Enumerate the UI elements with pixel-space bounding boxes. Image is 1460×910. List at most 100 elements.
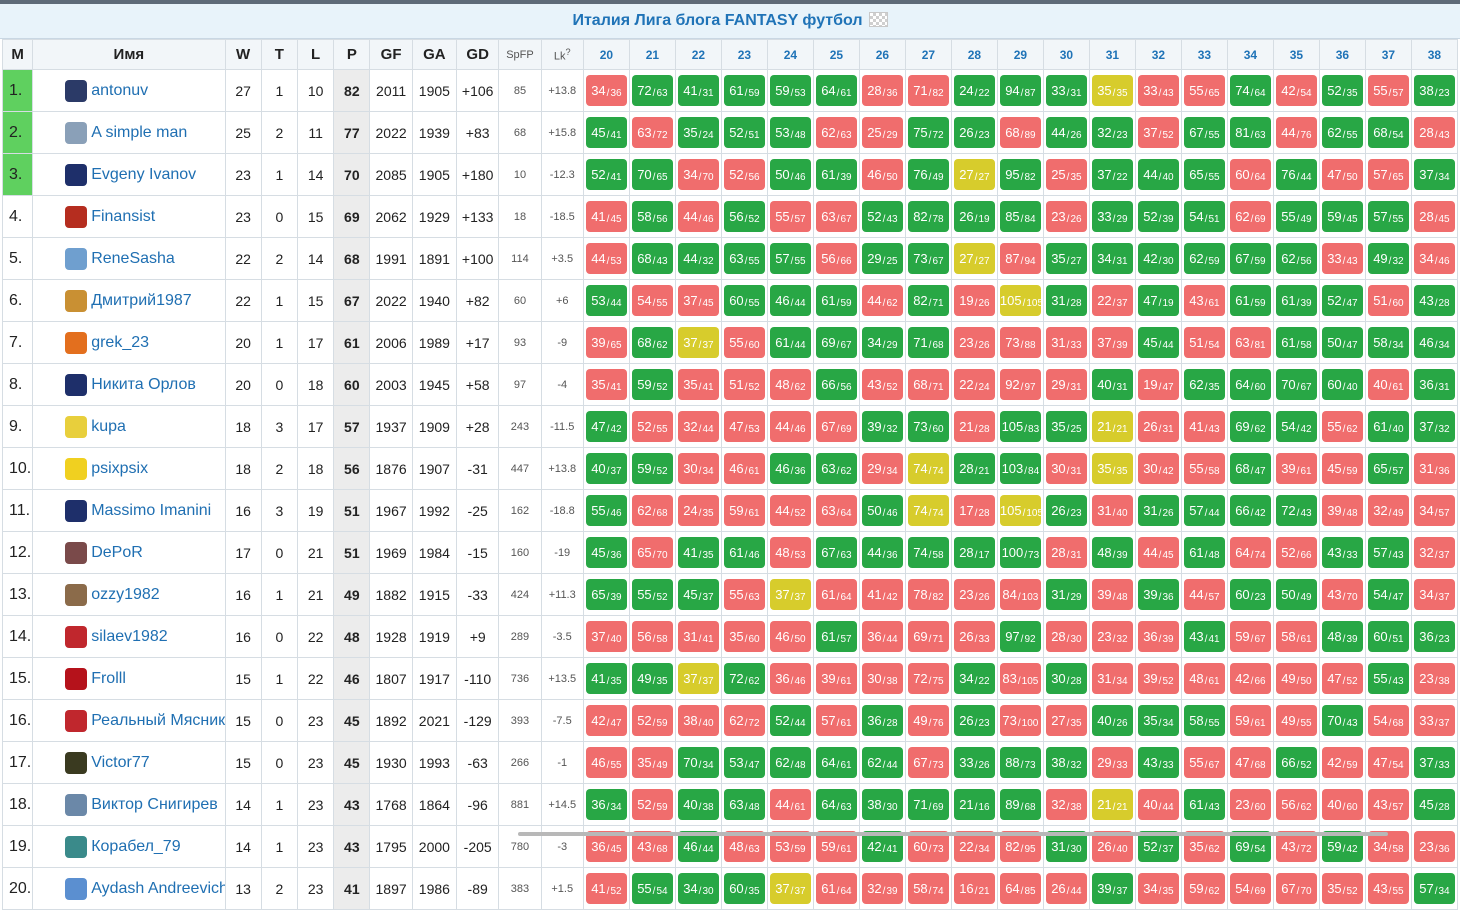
match-result[interactable]: 22/24 — [953, 369, 995, 400]
match-result[interactable]: 34/57 — [1413, 495, 1455, 526]
match-result[interactable]: 21/28 — [953, 411, 995, 442]
match-result[interactable]: 25/35 — [1045, 159, 1087, 190]
match-result[interactable]: 30/34 — [677, 453, 719, 484]
match-result[interactable]: 67/59 — [1229, 243, 1271, 274]
match-result[interactable]: 59/62 — [1183, 873, 1225, 904]
match-result[interactable]: 70/65 — [631, 159, 673, 190]
match-result[interactable]: 67/73 — [907, 747, 949, 778]
match-result[interactable]: 58/56 — [631, 201, 673, 232]
match-result[interactable]: 33/31 — [1045, 75, 1087, 106]
match-result[interactable]: 27/27 — [953, 243, 995, 274]
match-result[interactable]: 34/22 — [953, 663, 995, 694]
match-result[interactable]: 30/38 — [861, 663, 903, 694]
match-result[interactable]: 17/28 — [953, 495, 995, 526]
match-result[interactable]: 42/59 — [1321, 747, 1363, 778]
match-result[interactable]: 40/38 — [677, 789, 719, 820]
match-result[interactable]: 37/45 — [677, 285, 719, 316]
player-name-link[interactable]: antonuv — [91, 81, 149, 99]
match-result[interactable]: 105/83 — [999, 411, 1041, 442]
match-result[interactable]: 67/63 — [815, 537, 857, 568]
match-result[interactable]: 44/32 — [677, 243, 719, 274]
match-result[interactable]: 34/31 — [1091, 243, 1133, 274]
player-name-link[interactable]: ozzy1982 — [91, 585, 160, 603]
player-name-link[interactable]: silaev1982 — [91, 627, 168, 645]
match-result[interactable]: 48/53 — [769, 537, 811, 568]
match-result[interactable]: 69/62 — [1229, 411, 1271, 442]
match-result[interactable]: 59/61 — [1229, 705, 1271, 736]
match-result[interactable]: 39/48 — [1091, 579, 1133, 610]
match-result[interactable]: 36/46 — [769, 663, 811, 694]
player-name-link[interactable]: kupa — [91, 417, 126, 435]
match-result[interactable]: 32/38 — [1045, 789, 1087, 820]
match-result[interactable]: 48/39 — [1321, 621, 1363, 652]
match-result[interactable]: 45/37 — [677, 579, 719, 610]
match-result[interactable]: 76/44 — [1275, 159, 1317, 190]
player-name-link[interactable]: Finansist — [91, 207, 156, 225]
match-result[interactable]: 43/70 — [1321, 579, 1363, 610]
match-result[interactable]: 47/68 — [1229, 747, 1271, 778]
match-result[interactable]: 61/46 — [723, 537, 765, 568]
match-result[interactable]: 61/43 — [1183, 789, 1225, 820]
match-result[interactable]: 59/61 — [723, 495, 765, 526]
match-result[interactable]: 47/52 — [1321, 663, 1363, 694]
match-result[interactable]: 37/37 — [769, 579, 811, 610]
match-result[interactable]: 28/21 — [953, 453, 995, 484]
player-name-link[interactable]: psixpsix — [91, 459, 149, 477]
match-result[interactable]: 52/51 — [723, 117, 765, 148]
match-result[interactable]: 32/23 — [1091, 117, 1133, 148]
player-name-link[interactable]: Корабел_79 — [91, 837, 181, 855]
match-result[interactable]: 61/39 — [815, 159, 857, 190]
match-result[interactable]: 34/46 — [1413, 243, 1455, 274]
match-result[interactable]: 56/66 — [815, 243, 857, 274]
match-result[interactable]: 34/36 — [585, 75, 627, 106]
round-header[interactable]: 26 — [858, 39, 906, 70]
match-result[interactable]: 41/52 — [585, 873, 627, 904]
match-result[interactable]: 28/43 — [1413, 117, 1455, 148]
match-result[interactable]: 21/16 — [953, 789, 995, 820]
match-result[interactable]: 74/74 — [907, 453, 949, 484]
match-result[interactable]: 52/56 — [723, 159, 765, 190]
match-result[interactable]: 39/52 — [1137, 663, 1179, 694]
match-result[interactable]: 61/59 — [815, 285, 857, 316]
match-result[interactable]: 43/28 — [1413, 285, 1455, 316]
match-result[interactable]: 46/55 — [585, 747, 627, 778]
match-result[interactable]: 41/31 — [677, 75, 719, 106]
match-result[interactable]: 75/72 — [907, 117, 949, 148]
match-result[interactable]: 56/52 — [723, 201, 765, 232]
match-result[interactable]: 53/44 — [585, 285, 627, 316]
match-result[interactable]: 37/37 — [769, 873, 811, 904]
match-result[interactable]: 40/61 — [1367, 369, 1409, 400]
match-result[interactable]: 58/34 — [1367, 327, 1409, 358]
match-result[interactable]: 26/31 — [1137, 411, 1179, 442]
match-result[interactable]: 65/70 — [631, 537, 673, 568]
match-result[interactable]: 83/105 — [999, 663, 1041, 694]
match-result[interactable]: 71/69 — [907, 789, 949, 820]
round-header[interactable]: 22 — [674, 39, 722, 70]
match-result[interactable]: 85/84 — [999, 201, 1041, 232]
col-header-p[interactable]: P — [333, 39, 371, 70]
player-name-link[interactable]: Aydash Andreevich — [91, 879, 226, 897]
match-result[interactable]: 60/64 — [1229, 159, 1271, 190]
player-name-link[interactable]: grek_23 — [91, 333, 150, 351]
match-result[interactable]: 36/31 — [1413, 369, 1455, 400]
match-result[interactable]: 39/37 — [1091, 873, 1133, 904]
match-result[interactable]: 26/23 — [1045, 495, 1087, 526]
match-result[interactable]: 70/34 — [677, 747, 719, 778]
match-result[interactable]: 43/33 — [1321, 537, 1363, 568]
match-result[interactable]: 58/61 — [1275, 621, 1317, 652]
match-result[interactable]: 31/36 — [1413, 453, 1455, 484]
match-result[interactable]: 34/29 — [861, 327, 903, 358]
match-result[interactable]: 62/44 — [861, 747, 903, 778]
round-header[interactable]: 36 — [1318, 39, 1366, 70]
match-result[interactable]: 21/21 — [1091, 789, 1133, 820]
match-result[interactable]: 67/55 — [1183, 117, 1225, 148]
col-header-gf[interactable]: GF — [369, 39, 413, 70]
match-result[interactable]: 34/70 — [677, 159, 719, 190]
match-result[interactable]: 26/23 — [953, 117, 995, 148]
match-result[interactable]: 54/68 — [1367, 705, 1409, 736]
round-header[interactable]: 35 — [1272, 39, 1320, 70]
match-result[interactable]: 34/35 — [1137, 873, 1179, 904]
player-name-link[interactable]: Дмитрий1987 — [91, 291, 192, 309]
match-result[interactable]: 62/56 — [1275, 243, 1317, 274]
match-result[interactable]: 24/22 — [953, 75, 995, 106]
